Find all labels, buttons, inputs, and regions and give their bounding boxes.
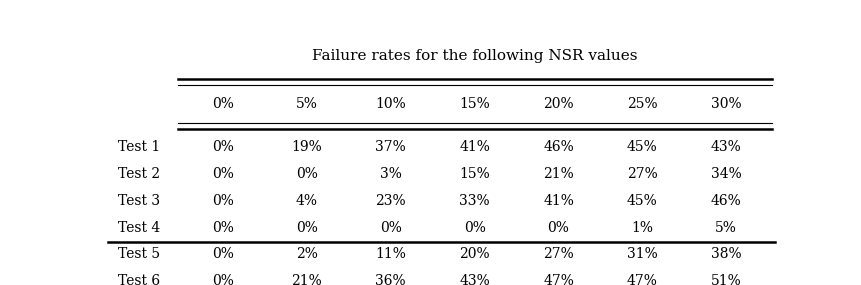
Text: 33%: 33%	[459, 194, 490, 208]
Text: 31%: 31%	[627, 247, 658, 261]
Text: 37%: 37%	[375, 140, 406, 154]
Text: 0%: 0%	[380, 221, 402, 235]
Text: 21%: 21%	[292, 274, 322, 285]
Text: 3%: 3%	[380, 167, 402, 181]
Text: Failure rates for the following NSR values: Failure rates for the following NSR valu…	[312, 49, 637, 63]
Text: 0%: 0%	[212, 221, 234, 235]
Text: 5%: 5%	[715, 221, 737, 235]
Text: 21%: 21%	[543, 167, 574, 181]
Text: 0%: 0%	[212, 167, 234, 181]
Text: 36%: 36%	[375, 274, 406, 285]
Text: 0%: 0%	[296, 167, 318, 181]
Text: 19%: 19%	[292, 140, 322, 154]
Text: 47%: 47%	[627, 274, 658, 285]
Text: 38%: 38%	[711, 247, 741, 261]
Text: 0%: 0%	[212, 194, 234, 208]
Text: 0%: 0%	[212, 97, 234, 111]
Text: Test 3: Test 3	[118, 194, 160, 208]
Text: 25%: 25%	[627, 97, 658, 111]
Text: 0%: 0%	[548, 221, 569, 235]
Text: 45%: 45%	[627, 194, 658, 208]
Text: 47%: 47%	[543, 274, 574, 285]
Text: 1%: 1%	[631, 221, 653, 235]
Text: 43%: 43%	[711, 140, 741, 154]
Text: 0%: 0%	[296, 221, 318, 235]
Text: 5%: 5%	[296, 97, 318, 111]
Text: 2%: 2%	[296, 247, 318, 261]
Text: 27%: 27%	[543, 247, 574, 261]
Text: Test 6: Test 6	[118, 274, 160, 285]
Text: 43%: 43%	[459, 274, 490, 285]
Text: 41%: 41%	[459, 140, 490, 154]
Text: 0%: 0%	[212, 274, 234, 285]
Text: Test 5: Test 5	[118, 247, 160, 261]
Text: 0%: 0%	[464, 221, 486, 235]
Text: 46%: 46%	[543, 140, 574, 154]
Text: 30%: 30%	[711, 97, 741, 111]
Text: 20%: 20%	[543, 97, 573, 111]
Text: 51%: 51%	[711, 274, 741, 285]
Text: 15%: 15%	[459, 97, 490, 111]
Text: 0%: 0%	[212, 140, 234, 154]
Text: 45%: 45%	[627, 140, 658, 154]
Text: 34%: 34%	[711, 167, 741, 181]
Text: Test 1: Test 1	[118, 140, 160, 154]
Text: 27%: 27%	[627, 167, 658, 181]
Text: 4%: 4%	[296, 194, 318, 208]
Text: Test 2: Test 2	[118, 167, 160, 181]
Text: Test 4: Test 4	[118, 221, 160, 235]
Text: 23%: 23%	[375, 194, 406, 208]
Text: 46%: 46%	[711, 194, 741, 208]
Text: 41%: 41%	[543, 194, 574, 208]
Text: 10%: 10%	[375, 97, 406, 111]
Text: 15%: 15%	[459, 167, 490, 181]
Text: 0%: 0%	[212, 247, 234, 261]
Text: 20%: 20%	[459, 247, 490, 261]
Text: 11%: 11%	[375, 247, 406, 261]
